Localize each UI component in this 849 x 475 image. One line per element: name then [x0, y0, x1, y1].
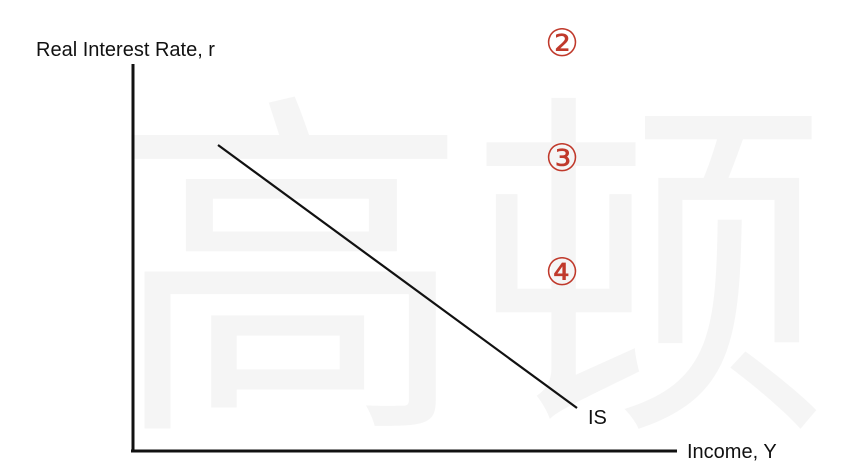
marker-3: ③	[545, 136, 579, 180]
is-curve-label: IS	[588, 407, 607, 429]
is-curve	[217, 144, 578, 409]
y-axis-label: Real Interest Rate, r	[36, 39, 215, 61]
marker-2: ②	[545, 21, 579, 65]
x-axis-label: Income, Y	[687, 441, 777, 463]
watermark: 高顿	[110, 66, 830, 475]
marker-4: ④	[545, 250, 579, 294]
